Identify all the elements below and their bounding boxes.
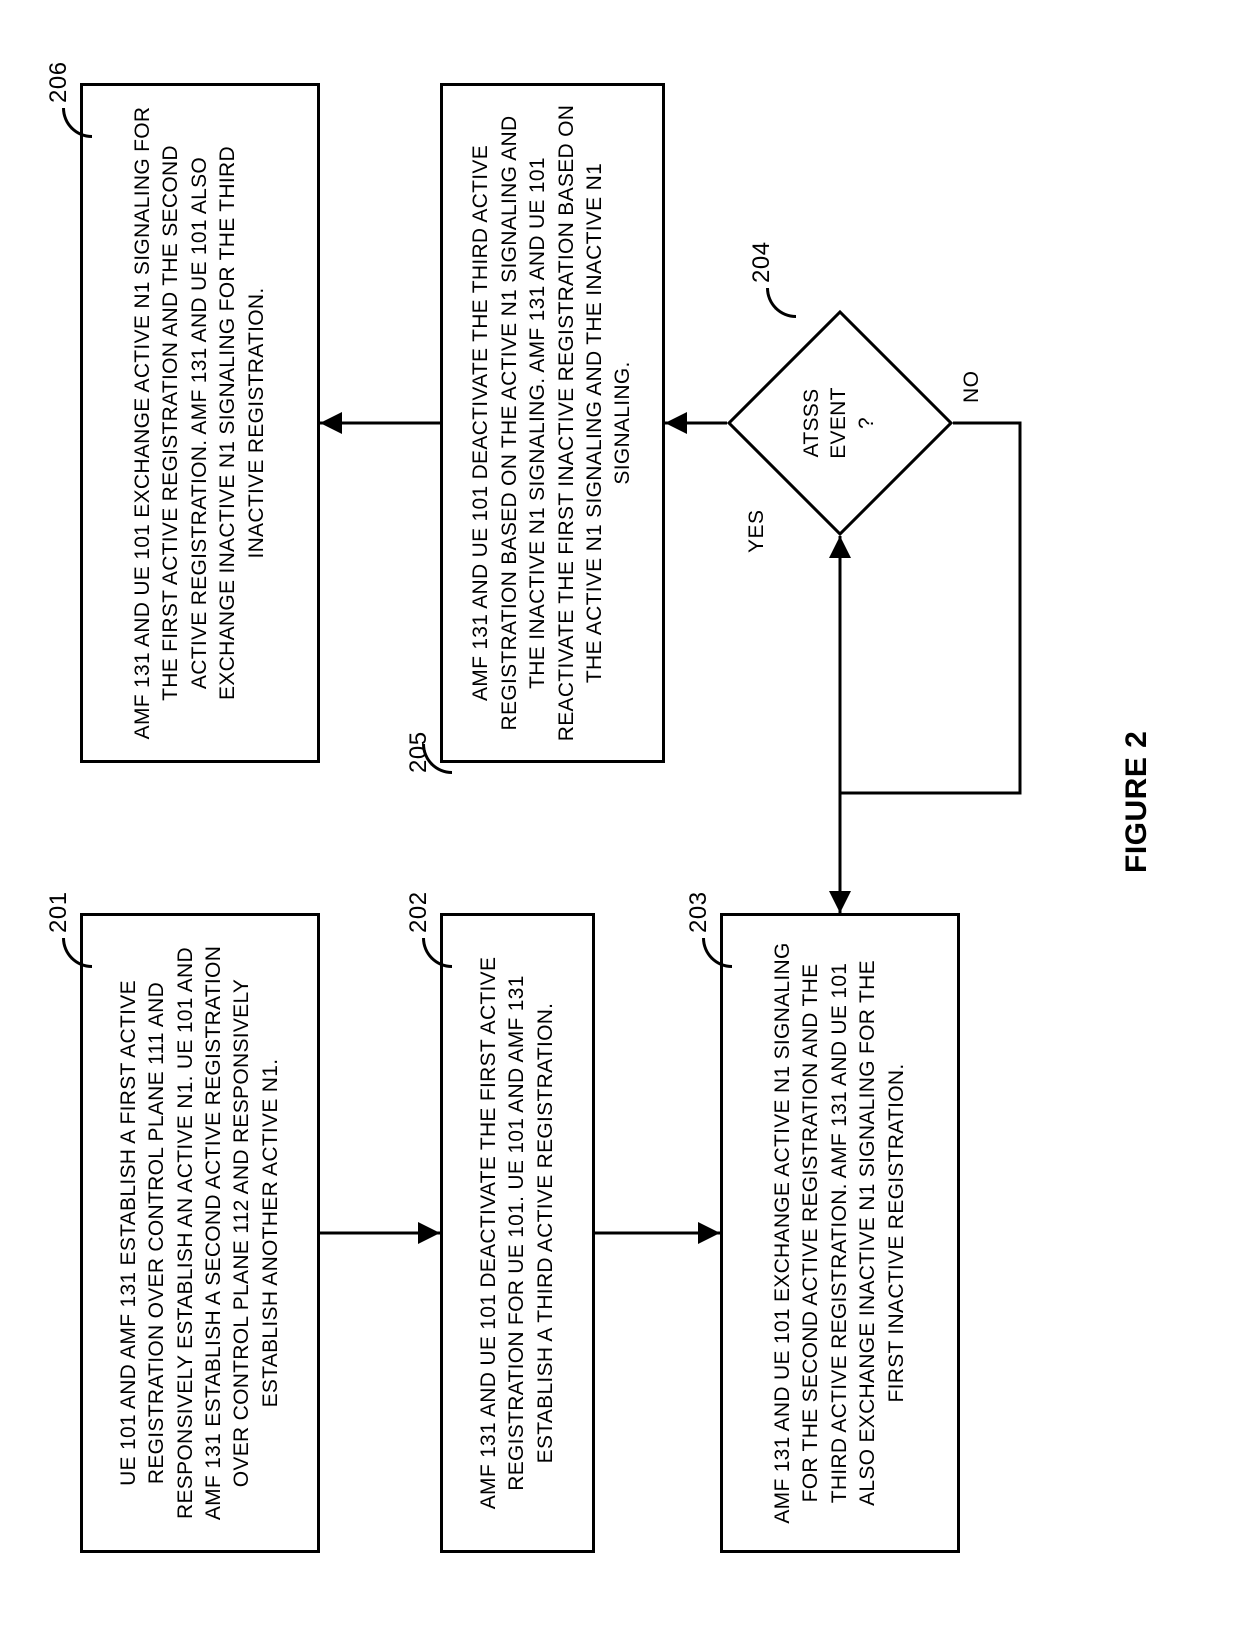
decision-no-label: NO xyxy=(960,371,984,404)
flow-box-201: UE 101 AND AMF 131 ESTABLISH A FIRST ACT… xyxy=(80,913,320,1553)
flow-box-206: AMF 131 AND UE 101 EXCHANGE ACTIVE N1 SI… xyxy=(80,83,320,763)
flow-box-205: AMF 131 AND UE 101 DEACTIVATE THE THIRD … xyxy=(440,83,665,763)
ref-label-202: 202 xyxy=(405,891,433,933)
decision-yes-label: YES xyxy=(745,509,769,553)
ref-label-203: 203 xyxy=(685,891,713,933)
ref-label-201: 201 xyxy=(45,891,73,933)
flow-box-203: AMF 131 AND UE 101 EXCHANGE ACTIVE N1 SI… xyxy=(720,913,960,1553)
flow-box-202: AMF 131 AND UE 101 DEACTIVATE THE FIRST … xyxy=(440,913,595,1553)
ref-label-204: 204 xyxy=(748,241,776,283)
figure-label: FIGURE 2 xyxy=(1120,731,1154,873)
ref-label-206: 206 xyxy=(45,61,73,103)
decision-label: ATSSSEVENT? xyxy=(798,353,880,493)
